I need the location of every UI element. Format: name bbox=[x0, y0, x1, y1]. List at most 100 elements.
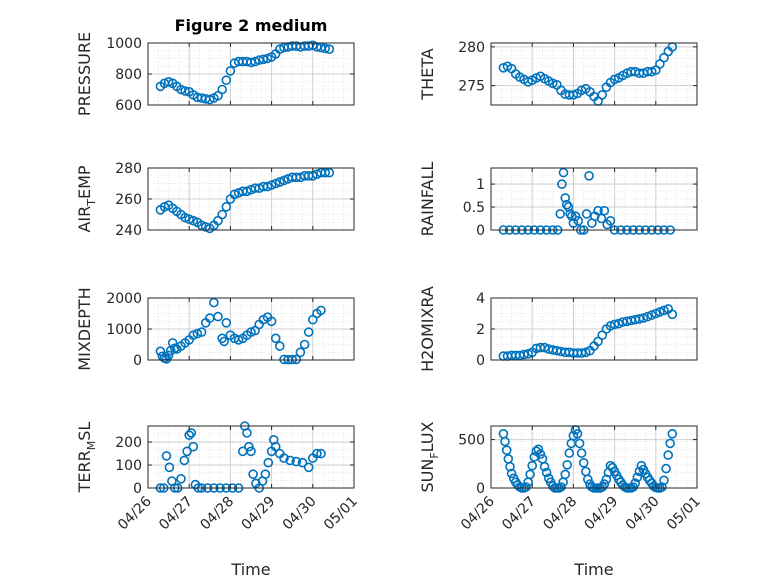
y-axis-label-main: THETA bbox=[418, 48, 437, 100]
data-point bbox=[632, 472, 643, 483]
data-point bbox=[279, 453, 289, 463]
data-point bbox=[217, 209, 227, 220]
data-point bbox=[291, 456, 302, 467]
data-point bbox=[576, 348, 587, 358]
data-point bbox=[163, 350, 174, 361]
data-point bbox=[260, 469, 271, 480]
data-point bbox=[263, 457, 274, 468]
data-point bbox=[229, 189, 240, 200]
y-tick-label: 0.5 bbox=[463, 200, 485, 216]
data-point bbox=[584, 171, 594, 181]
subplot-mixdepth: 0 1000 2000 MIXDEPTH bbox=[75, 287, 355, 371]
figure-title: Figure 2 medium bbox=[175, 16, 328, 35]
y-tick-label: 2 bbox=[476, 322, 485, 338]
axes-box bbox=[490, 425, 698, 489]
subplot-air: 240 260 280 AIRTEMP bbox=[75, 161, 355, 239]
data-point bbox=[558, 167, 569, 178]
data-point bbox=[566, 211, 577, 221]
data-point bbox=[274, 44, 285, 55]
data-point bbox=[541, 467, 552, 478]
y-axis-label-subscript: M bbox=[85, 441, 98, 451]
data-point bbox=[562, 459, 573, 470]
data-point bbox=[506, 468, 517, 479]
data-point bbox=[665, 438, 676, 449]
x-tick-label: 04/30 bbox=[280, 494, 320, 534]
data-point bbox=[535, 449, 546, 459]
series-markers bbox=[498, 167, 676, 235]
data-point bbox=[655, 307, 665, 317]
data-point bbox=[568, 90, 579, 100]
y-tick-label: 1000 bbox=[106, 36, 142, 52]
data-point bbox=[523, 477, 533, 488]
data-point bbox=[192, 328, 203, 339]
data-point bbox=[188, 441, 199, 452]
y-tick-label: 260 bbox=[115, 192, 142, 208]
data-point bbox=[270, 441, 281, 452]
y-axis-label: H2OMIXRA bbox=[418, 286, 437, 372]
data-point bbox=[533, 444, 544, 455]
x-tick-label: 04/26 bbox=[458, 493, 498, 533]
x-tick-label: 04/27 bbox=[499, 494, 539, 534]
data-point bbox=[250, 56, 260, 67]
data-point bbox=[576, 448, 587, 458]
data-point bbox=[663, 450, 674, 460]
data-point bbox=[320, 43, 331, 54]
minor-grid bbox=[490, 425, 698, 489]
data-point bbox=[667, 428, 678, 439]
x-tick-label: 04/29 bbox=[239, 494, 279, 534]
data-point bbox=[176, 473, 186, 484]
x-tick-label: 04/28 bbox=[540, 494, 580, 534]
y-axis-label-subscript: F bbox=[428, 452, 441, 458]
data-point bbox=[324, 44, 335, 55]
data-point bbox=[523, 348, 533, 359]
data-point bbox=[563, 202, 574, 212]
y-axis-label-main: RAINFALL bbox=[418, 162, 437, 237]
x-tick-label: 04/29 bbox=[582, 494, 622, 534]
data-point bbox=[566, 438, 577, 449]
data-point bbox=[297, 457, 308, 468]
x-tick-label: 05/01 bbox=[321, 494, 361, 534]
y-tick-label: 100 bbox=[115, 458, 142, 474]
data-point bbox=[221, 202, 232, 212]
data-point bbox=[182, 446, 192, 457]
y-axis-label-suffix: EMP bbox=[75, 165, 94, 199]
data-point bbox=[303, 327, 314, 337]
x-tick-label: 04/27 bbox=[156, 494, 196, 534]
x-tick-label: 05/01 bbox=[664, 494, 704, 534]
data-point bbox=[225, 66, 236, 76]
data-point bbox=[573, 216, 584, 226]
data-point bbox=[582, 474, 593, 485]
data-point bbox=[599, 205, 610, 216]
y-tick-label: 4 bbox=[476, 291, 485, 307]
y-axis-label-suffix: LUX bbox=[418, 421, 437, 452]
data-point bbox=[266, 316, 277, 327]
subplot-h2omixra: 0 2 4 H2OMIXRA bbox=[418, 286, 698, 372]
data-point bbox=[557, 179, 567, 189]
y-axis-label: THETA bbox=[418, 48, 437, 100]
data-point bbox=[630, 478, 641, 489]
data-point bbox=[258, 54, 269, 65]
data-point bbox=[274, 341, 285, 351]
y-axis-label-main: PRESSURE bbox=[75, 32, 94, 116]
data-point bbox=[574, 438, 585, 449]
data-point bbox=[316, 448, 326, 459]
data-point bbox=[262, 181, 273, 192]
data-point bbox=[667, 309, 678, 320]
data-point bbox=[501, 445, 512, 456]
subplot-pressure: 600 800 1000 PRESSURE bbox=[75, 32, 355, 116]
data-point bbox=[605, 216, 616, 226]
y-axis-label: TERRMSL bbox=[75, 422, 98, 494]
series-markers bbox=[155, 297, 326, 365]
data-point bbox=[221, 317, 232, 328]
y-tick-label: 500 bbox=[458, 433, 485, 449]
data-point bbox=[500, 436, 510, 447]
data-point bbox=[270, 333, 281, 344]
data-point bbox=[505, 461, 515, 472]
y-tick-label: 280 bbox=[115, 161, 142, 177]
data-point bbox=[547, 78, 558, 89]
data-point bbox=[285, 455, 295, 466]
data-point bbox=[609, 74, 620, 85]
y-axis-label-main: MIXDEPTH bbox=[75, 287, 94, 370]
data-point bbox=[527, 460, 538, 471]
